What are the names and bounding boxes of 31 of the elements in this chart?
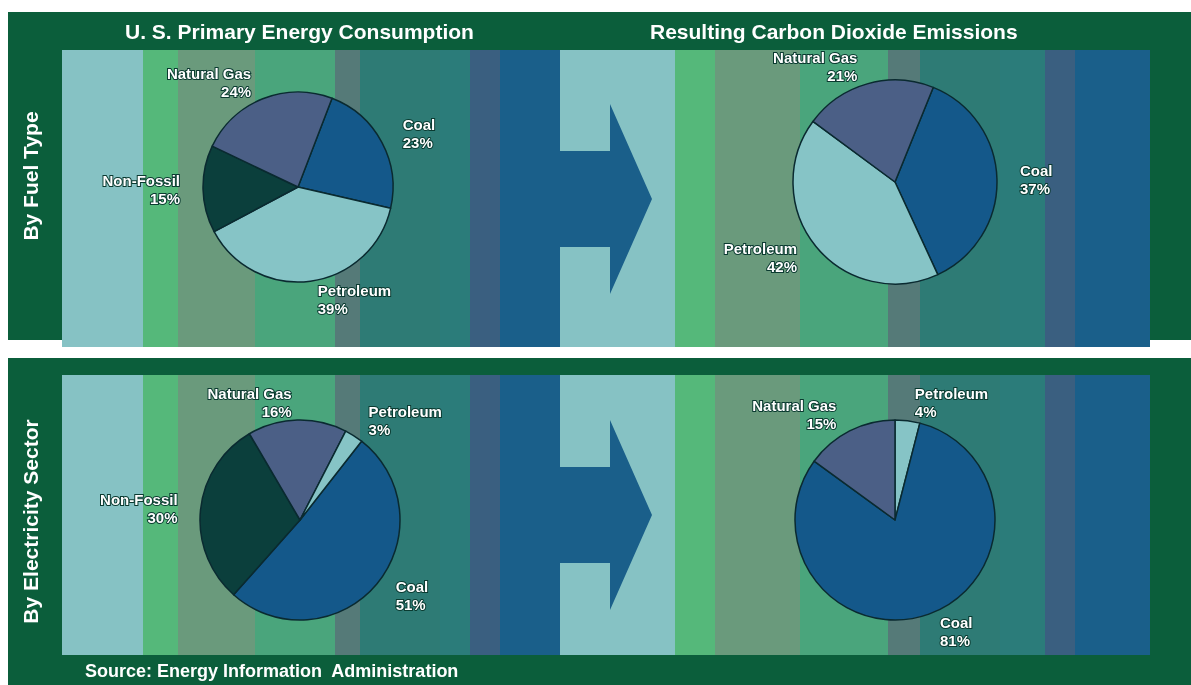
data-label: 21% [827,67,858,85]
chart-title: Resulting Carbon Dioxide Emissions [650,20,1018,43]
slice-label: Coal [395,578,429,596]
source-note: Source: Energy Information Administration [85,661,459,681]
data-label: 24% [221,82,252,100]
slice-label: Coal [402,116,436,134]
slice-label: Natural Gas [207,384,292,402]
chart-title: U. S. Primary Energy Consumption [125,20,474,43]
data-label: 4% [914,403,937,421]
data-label: 15% [806,415,837,433]
slice-label: Petroleum [914,385,989,403]
data-label: 23% [402,134,433,152]
slice-label: Natural Gas [773,49,858,67]
slice-label: Natural Gas [166,64,252,82]
slice-label: Natural Gas [752,397,837,415]
data-label: 16% [261,402,292,420]
data-label: 39% [317,299,348,317]
data-label: 37% [1019,179,1050,197]
slice-label: Petroleum [368,403,442,421]
data-label: 81% [939,631,970,649]
data-label: 3% [368,421,391,439]
data-label: 30% [147,508,178,526]
text: By Electricity Sector [18,419,42,624]
data-label: 51% [395,596,426,614]
slice-label: Coal [1019,161,1053,179]
slice-label: Petroleum [723,240,798,258]
slice-label: Petroleum [317,281,392,299]
data-label: 42% [766,258,798,276]
slice-label: Coal [939,613,973,631]
data-label: 15% [150,190,181,208]
text: By Fuel Type [18,111,42,241]
